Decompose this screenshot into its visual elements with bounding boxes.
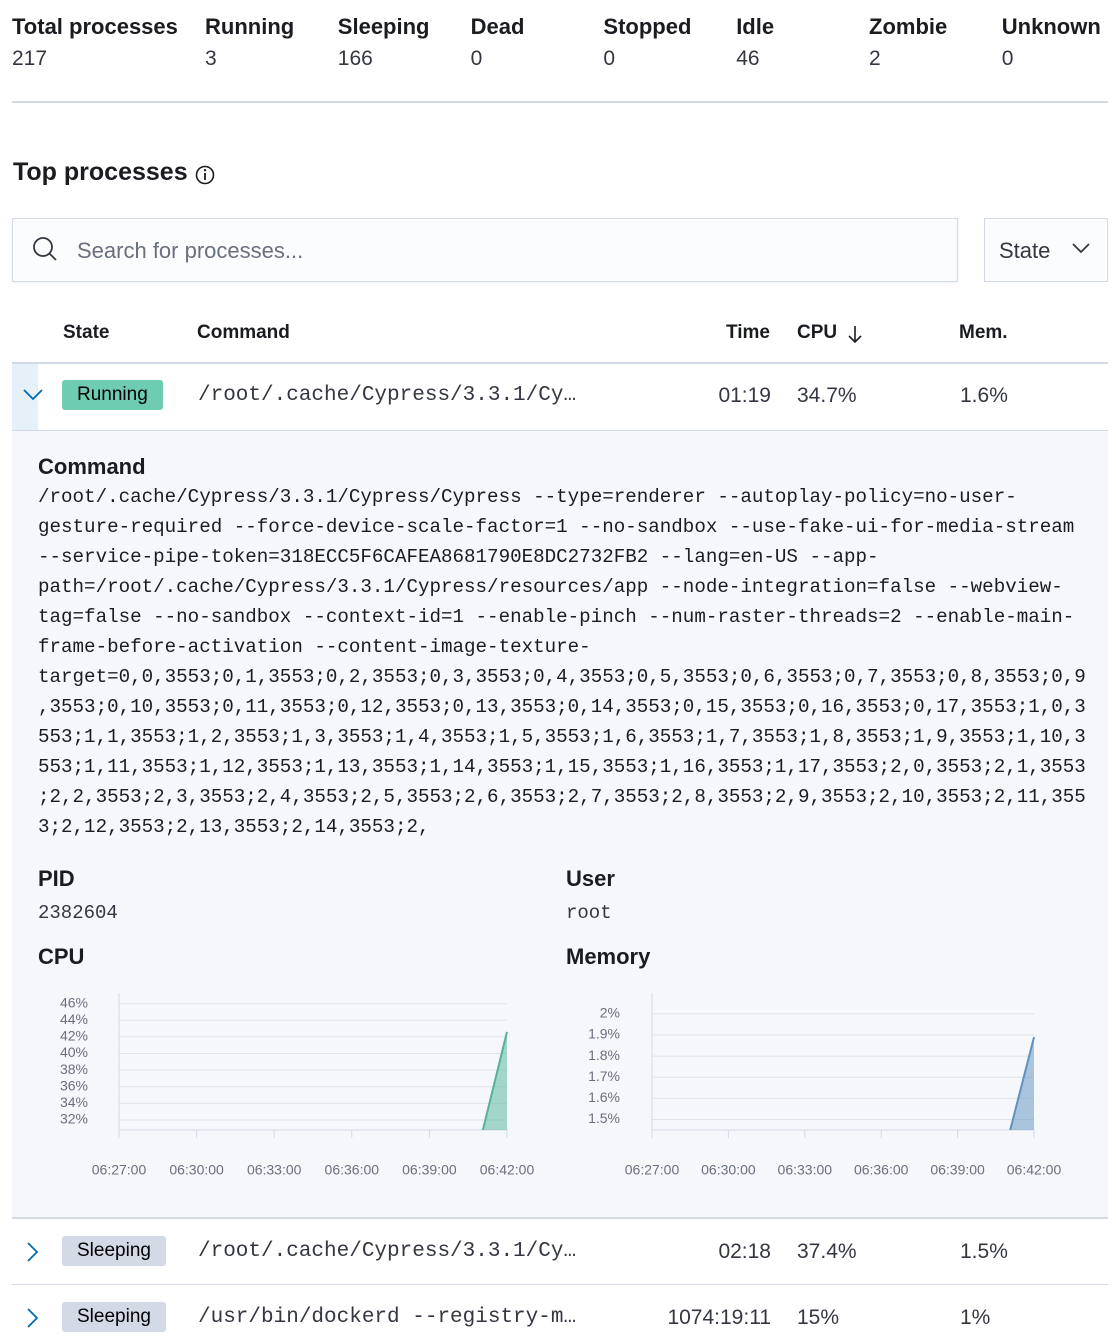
cpu-cell: 15%: [797, 1306, 840, 1329]
y-tick-label: 1.7%: [588, 1068, 620, 1084]
state-filter[interactable]: State: [984, 218, 1108, 282]
mem-cell: 1.6%: [960, 384, 1008, 407]
state-badge: Running: [62, 380, 163, 410]
x-tick-label: 06:27:00: [625, 1162, 680, 1178]
summary-label: Unknown: [1001, 14, 1101, 39]
summary-value: 2: [869, 47, 881, 70]
summary-label: Stopped: [603, 14, 692, 39]
summary-value: 0: [603, 47, 616, 70]
y-tick-label: 1.5%: [588, 1110, 620, 1126]
summary-value: 46: [736, 47, 760, 70]
y-tick-label: 1.6%: [588, 1089, 620, 1105]
expand-icon[interactable]: [22, 1241, 44, 1263]
summary-value: 0: [470, 47, 483, 70]
x-tick-label: 06:42:00: [480, 1162, 535, 1178]
column-header[interactable]: Mem.: [959, 322, 1008, 343]
search-placeholder: Search for processes...: [77, 238, 304, 263]
summary-value: 217: [12, 47, 48, 70]
divider: [12, 101, 1108, 103]
y-tick-label: 44%: [60, 1011, 88, 1027]
summary-label: Zombie: [869, 14, 948, 39]
x-tick-label: 06:39:00: [930, 1162, 985, 1178]
y-tick-label: 34%: [60, 1094, 88, 1110]
line: [481, 1031, 508, 1131]
mem-cell: 1%: [960, 1306, 991, 1329]
x-tick-label: 06:33:00: [778, 1162, 833, 1178]
summary-value: 3: [205, 47, 217, 70]
y-tick-label: 1.8%: [588, 1047, 620, 1063]
x-tick-label: 06:36:00: [325, 1162, 380, 1178]
command-cell: /root/.cache/Cypress/3.3.1/Cy…: [198, 1240, 577, 1263]
divider: [12, 362, 1108, 364]
cpu-cell: 37.4%: [797, 1240, 857, 1263]
state-badge: Sleeping: [62, 1302, 166, 1332]
pid-label: PID: [38, 866, 75, 891]
column-header[interactable]: CPU: [797, 322, 838, 343]
y-tick-label: 32%: [60, 1111, 88, 1127]
chart-title: CPU: [38, 944, 85, 969]
search-icon: [33, 237, 57, 261]
x-tick-label: 06:33:00: [247, 1162, 302, 1178]
search-box[interactable]: Search for processes...: [12, 218, 958, 282]
area: [1010, 1037, 1034, 1130]
dropdown-icon: [1072, 243, 1090, 254]
time-cell: 02:18: [718, 1240, 771, 1263]
command-cell: /root/.cache/Cypress/3.3.1/Cy…: [198, 384, 577, 407]
summary-label: Idle: [736, 14, 775, 39]
y-tick-label: 40%: [60, 1044, 88, 1060]
expand-icon[interactable]: [22, 1307, 44, 1329]
info-icon[interactable]: [194, 164, 216, 186]
command-label: Command: [38, 454, 146, 479]
mem-cell: 1.5%: [960, 1240, 1008, 1263]
y-tick-label: 46%: [60, 994, 88, 1010]
row-highlight: [12, 364, 38, 430]
summary-value: 0: [1001, 47, 1014, 70]
y-tick-label: 42%: [60, 1028, 88, 1044]
cpu-cell: 34.7%: [797, 384, 857, 407]
column-header[interactable]: Time: [726, 322, 771, 343]
time-cell: 1074:19:11: [667, 1306, 771, 1329]
time-cell: 01:19: [718, 384, 771, 407]
sort-icon: [848, 326, 862, 344]
summary-label: Total processes: [12, 14, 178, 39]
x-tick-label: 06:36:00: [854, 1162, 909, 1178]
user-value: root: [566, 902, 612, 924]
summary-label: Sleeping: [337, 14, 430, 39]
y-tick-label: 1.9%: [588, 1026, 620, 1042]
area: [482, 1031, 507, 1130]
y-tick-label: 36%: [60, 1077, 88, 1093]
chart-title: Memory: [566, 944, 651, 969]
collapse-icon[interactable]: [22, 386, 44, 402]
details-panel: [12, 430, 1108, 1219]
pid-value: 2382604: [38, 902, 118, 924]
x-tick-label: 06:30:00: [169, 1162, 224, 1178]
summary-label: Running: [205, 14, 295, 39]
section-title: Top processes: [13, 158, 188, 186]
line: [1009, 1036, 1035, 1131]
cpu-chart: 32%34%36%38%40%42%44%46% 06:27:00 06:30:00…: [60, 993, 535, 1178]
user-label: User: [566, 866, 615, 891]
x-tick-label: 06:30:00: [701, 1162, 756, 1178]
summary-label: Dead: [470, 14, 525, 39]
summary-value: 166: [337, 47, 373, 70]
y-tick-label: 2%: [600, 1005, 620, 1021]
column-header[interactable]: State: [63, 322, 110, 343]
x-tick-label: 06:42:00: [1007, 1162, 1062, 1178]
command-text: /root/.cache/Cypress/3.3.1/Cypress/Cypre…: [38, 486, 1086, 838]
memory-chart: 1.5% 1.6% 1.7% 1.8% 1.9% 2% 06:27:00 06:30:00 06…: [588, 993, 1062, 1178]
divider: [12, 1217, 1108, 1219]
state-badge: Sleeping: [62, 1236, 166, 1266]
column-header[interactable]: Command: [197, 322, 290, 343]
x-tick-label: 06:27:00: [92, 1162, 147, 1178]
state-filter-label: State: [999, 238, 1051, 263]
y-tick-label: 38%: [60, 1061, 88, 1077]
x-tick-label: 06:39:00: [402, 1162, 457, 1178]
divider: [12, 1284, 1108, 1285]
command-cell: /usr/bin/dockerd --registry-m…: [198, 1306, 577, 1329]
